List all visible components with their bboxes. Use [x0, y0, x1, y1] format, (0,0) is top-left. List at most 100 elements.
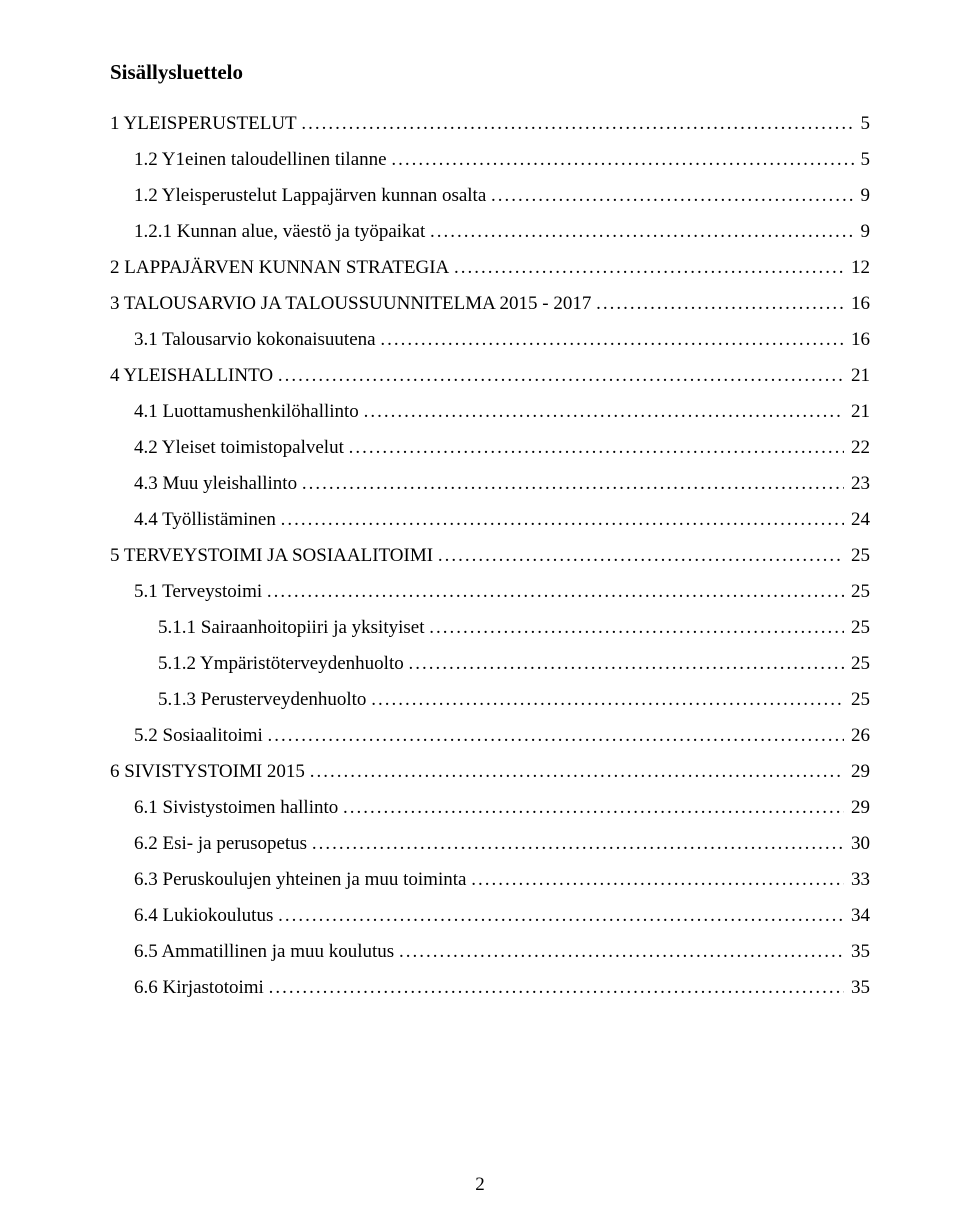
- toc-entry-label: 4 YLEISHALLINTO: [110, 365, 278, 387]
- toc-entry-page: 25: [844, 689, 870, 711]
- toc-leader-dots: [268, 725, 845, 747]
- toc-entry: 4 YLEISHALLINTO 21: [110, 365, 870, 387]
- toc-entry: 1 YLEISPERUSTELUT 5: [110, 113, 870, 135]
- toc-entry: 6.4 Lukiokoulutus 34: [134, 905, 870, 927]
- toc-entry-page: 5: [854, 149, 870, 171]
- toc-leader-dots: [278, 905, 844, 927]
- toc-entry-label: 6.2 Esi- ja perusopetus: [134, 833, 312, 855]
- toc-entry-page: 24: [844, 509, 870, 531]
- toc-entry-label: 6.1 Sivistystoimen hallinto: [134, 797, 343, 819]
- toc-entry-page: 26: [844, 725, 870, 747]
- toc-entry-label: 6.5 Ammatillinen ja muu koulutus: [134, 941, 399, 963]
- toc-entry-page: 21: [844, 401, 870, 423]
- document-page: Sisällysluettelo 1 YLEISPERUSTELUT 51.2 …: [0, 0, 960, 1224]
- toc-entry-label: 4.2 Yleiset toimistopalvelut: [134, 437, 349, 459]
- toc-entry-label: 5 TERVEYSTOIMI JA SOSIAALITOIMI: [110, 545, 438, 567]
- toc-entry: 4.3 Muu yleishallinto 23: [134, 473, 870, 495]
- toc-leader-dots: [399, 941, 844, 963]
- toc-entry: 4.2 Yleiset toimistopalvelut 22: [134, 437, 870, 459]
- toc-leader-dots: [349, 437, 845, 459]
- toc-entry: 4.4 Työllistäminen 24: [134, 509, 870, 531]
- toc-entry-label: 1.2 Yleisperustelut Lappajärven kunnan o…: [134, 185, 491, 207]
- toc-entry-label: 1.2.1 Kunnan alue, väestö ja työpaikat: [134, 221, 430, 243]
- toc-leader-dots: [267, 581, 844, 603]
- toc-entry-label: 1.2 Y1einen taloudellinen tilanne: [134, 149, 391, 171]
- toc-leader-dots: [269, 977, 845, 999]
- toc-entry-label: 5.1.1 Sairaanhoitopiiri ja yksityiset: [158, 617, 429, 639]
- toc-leader-dots: [391, 149, 853, 171]
- toc-entry: 5 TERVEYSTOIMI JA SOSIAALITOIMI 25: [110, 545, 870, 567]
- toc-leader-dots: [302, 473, 844, 495]
- toc-entry-page: 29: [844, 761, 870, 783]
- toc-entry-page: 29: [844, 797, 870, 819]
- toc-entry: 1.2 Yleisperustelut Lappajärven kunnan o…: [134, 185, 870, 207]
- toc-leader-dots: [312, 833, 844, 855]
- toc-entry-page: 9: [854, 185, 870, 207]
- toc-entry-label: 4.3 Muu yleishallinto: [134, 473, 302, 495]
- toc-entry-label: 4.1 Luottamushenkilöhallinto: [134, 401, 364, 423]
- toc-title: Sisällysluettelo: [110, 60, 870, 85]
- toc-entry-page: 12: [844, 257, 870, 279]
- toc-entry: 3.1 Talousarvio kokonaisuutena 16: [134, 329, 870, 351]
- toc-entry-label: 6 SIVISTYSTOIMI 2015: [110, 761, 310, 783]
- toc-entry-page: 23: [844, 473, 870, 495]
- toc-entry-page: 22: [844, 437, 870, 459]
- toc-entry-page: 5: [854, 113, 870, 135]
- toc-entry: 6 SIVISTYSTOIMI 2015 29: [110, 761, 870, 783]
- toc-entry-page: 9: [854, 221, 870, 243]
- toc-entry: 6.2 Esi- ja perusopetus 30: [134, 833, 870, 855]
- toc-entry-label: 2 LAPPAJÄRVEN KUNNAN STRATEGIA: [110, 257, 454, 279]
- toc-entry: 5.1.1 Sairaanhoitopiiri ja yksityiset 25: [158, 617, 870, 639]
- toc-entry: 5.1 Terveystoimi 25: [134, 581, 870, 603]
- toc-entry: 6.1 Sivistystoimen hallinto 29: [134, 797, 870, 819]
- toc-entry-page: 30: [844, 833, 870, 855]
- toc-entry: 6.3 Peruskoulujen yhteinen ja muu toimin…: [134, 869, 870, 891]
- toc-entry-page: 16: [844, 293, 870, 315]
- toc-entry-label: 6.4 Lukiokoulutus: [134, 905, 278, 927]
- toc-entry-label: 4.4 Työllistäminen: [134, 509, 281, 531]
- toc-leader-dots: [596, 293, 844, 315]
- toc-entry-label: 3.1 Talousarvio kokonaisuutena: [134, 329, 380, 351]
- toc-leader-dots: [408, 653, 844, 675]
- toc-entry-page: 33: [844, 869, 870, 891]
- toc-leader-dots: [343, 797, 844, 819]
- toc-entry-label: 5.1 Terveystoimi: [134, 581, 267, 603]
- toc-entry-label: 3 TALOUSARVIO JA TALOUSSUUNNITELMA 2015 …: [110, 293, 596, 315]
- toc-entry: 4.1 Luottamushenkilöhallinto 21: [134, 401, 870, 423]
- toc-leader-dots: [380, 329, 844, 351]
- toc-leader-dots: [364, 401, 845, 423]
- toc-entry-page: 16: [844, 329, 870, 351]
- toc-leader-dots: [281, 509, 845, 531]
- toc-leader-dots: [454, 257, 844, 279]
- toc-entry-label: 6.6 Kirjastotoimi: [134, 977, 269, 999]
- toc-entry-page: 21: [844, 365, 870, 387]
- toc-leader-dots: [310, 761, 845, 783]
- toc-entry: 5.1.2 Ympäristöterveydenhuolto 25: [158, 653, 870, 675]
- toc-entry: 6.6 Kirjastotoimi 35: [134, 977, 870, 999]
- toc-entry-label: 5.1.3 Perusterveydenhuolto: [158, 689, 371, 711]
- toc-leader-dots: [430, 221, 854, 243]
- toc-entry-page: 35: [844, 977, 870, 999]
- toc-leader-dots: [471, 869, 844, 891]
- toc-entry-label: 5.1.2 Ympäristöterveydenhuolto: [158, 653, 408, 675]
- toc-entry-label: 5.2 Sosiaalitoimi: [134, 725, 268, 747]
- toc-entry: 6.5 Ammatillinen ja muu koulutus 35: [134, 941, 870, 963]
- toc-entry-label: 1 YLEISPERUSTELUT: [110, 113, 301, 135]
- toc-entry-page: 35: [844, 941, 870, 963]
- toc-entry: 2 LAPPAJÄRVEN KUNNAN STRATEGIA 12: [110, 257, 870, 279]
- toc-leader-dots: [491, 185, 854, 207]
- toc-leader-dots: [371, 689, 844, 711]
- toc-leader-dots: [301, 113, 853, 135]
- toc-entry: 5.1.3 Perusterveydenhuolto 25: [158, 689, 870, 711]
- toc-leader-dots: [438, 545, 844, 567]
- toc-entry-page: 25: [844, 545, 870, 567]
- toc-entry: 1.2 Y1einen taloudellinen tilanne 5: [134, 149, 870, 171]
- toc-entry-page: 34: [844, 905, 870, 927]
- toc-leader-dots: [278, 365, 844, 387]
- toc-entry: 3 TALOUSARVIO JA TALOUSSUUNNITELMA 2015 …: [110, 293, 870, 315]
- toc-entry: 5.2 Sosiaalitoimi 26: [134, 725, 870, 747]
- page-number: 2: [0, 1174, 960, 1196]
- toc-leader-dots: [429, 617, 844, 639]
- toc-entry: 1.2.1 Kunnan alue, väestö ja työpaikat 9: [134, 221, 870, 243]
- toc-entry-page: 25: [844, 581, 870, 603]
